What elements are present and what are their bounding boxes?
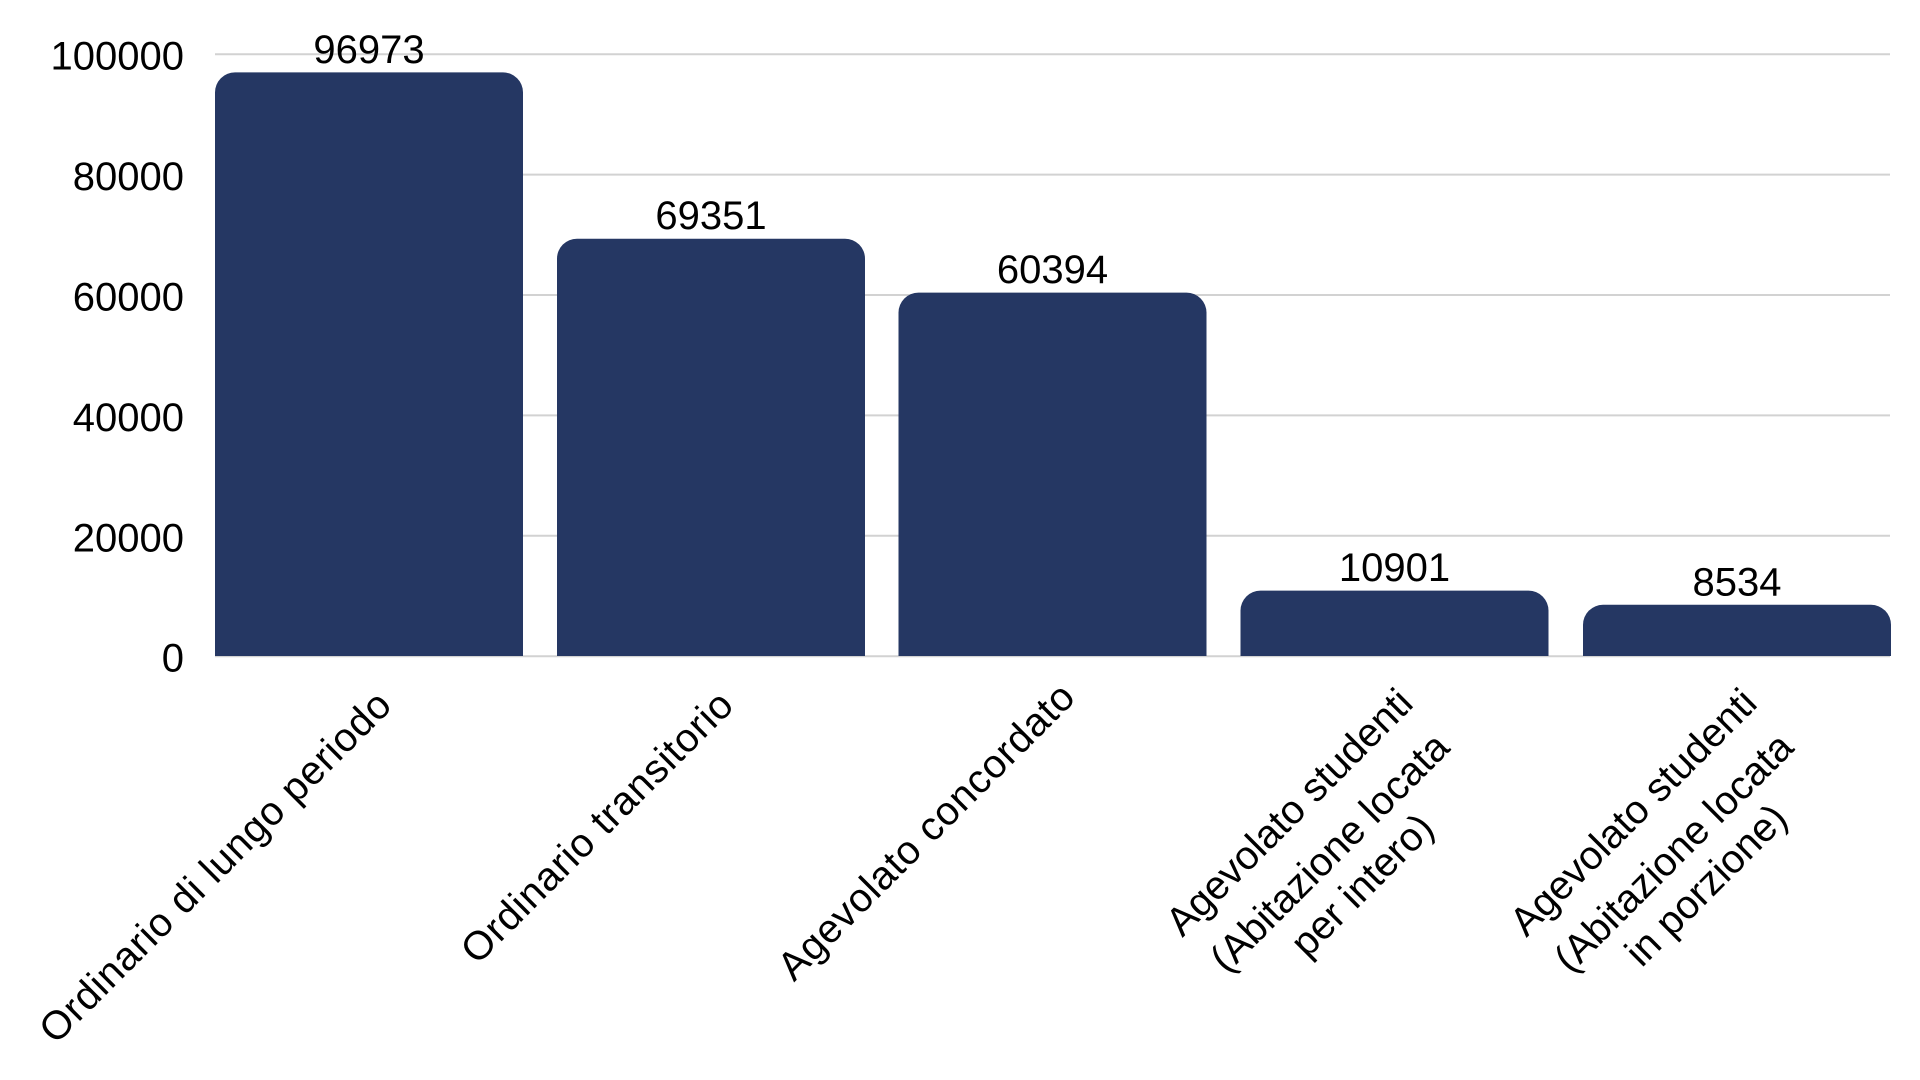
svg-text:96973: 96973 — [313, 28, 424, 72]
svg-text:0: 0 — [162, 637, 184, 681]
svg-text:60000: 60000 — [73, 276, 184, 320]
svg-text:40000: 40000 — [73, 396, 184, 440]
svg-text:80000: 80000 — [73, 155, 184, 199]
svg-text:100000: 100000 — [51, 35, 184, 79]
svg-text:20000: 20000 — [73, 516, 184, 560]
svg-text:10901: 10901 — [1339, 546, 1450, 590]
svg-text:60394: 60394 — [997, 248, 1108, 292]
svg-text:69351: 69351 — [655, 194, 766, 238]
svg-text:8534: 8534 — [1693, 560, 1782, 604]
